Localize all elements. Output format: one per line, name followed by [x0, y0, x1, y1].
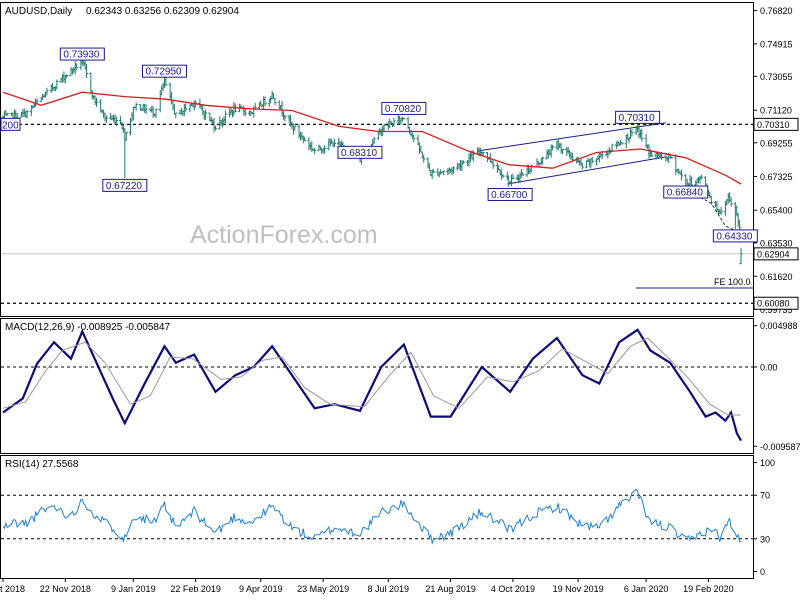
price-panel: FE 100.0 0.73930 0.72950 0.67220 0.70820 0.68…	[0, 6, 799, 315]
annotation-box	[487, 187, 533, 201]
annotation-box	[59, 47, 105, 61]
price-annotation: 0.73930	[59, 47, 105, 61]
watermark-text: ActionForex.com	[190, 221, 378, 249]
annotation-box	[141, 64, 187, 78]
price-tick-label: 0.59735	[760, 305, 793, 315]
price-tick-label: 0.69255	[760, 138, 793, 148]
rsi-tick-label: 70	[760, 491, 770, 501]
annotation-label: 0.64330	[716, 231, 753, 242]
price-annotation: 0.70820	[381, 101, 427, 115]
macd-tick-label: 0.00	[760, 362, 778, 372]
macd-tick-label: 0.004988	[760, 321, 798, 331]
annotation-label: 0.73930	[63, 50, 100, 61]
price-tick-label: 0.71120	[760, 106, 792, 116]
price-tick-label: 0.74915	[760, 39, 793, 49]
annotation-label: 0.66840	[667, 188, 704, 199]
price-annotation: 0.66840	[663, 185, 709, 199]
x-tick-label: 22 Nov 2018	[40, 584, 91, 594]
macd-line	[2, 328, 742, 442]
annotation-box	[102, 178, 148, 192]
x-tick-label: 19 Nov 2019	[553, 584, 604, 594]
x-tick-label: 22 Feb 2019	[170, 584, 221, 594]
price-tick-label: 0.61620	[760, 272, 793, 282]
x-tick-label: 9 Apr 2019	[239, 584, 283, 594]
price-tick-label: 0.73055	[760, 72, 793, 82]
price-tick-label: 0.76820	[760, 6, 793, 16]
annotation-box	[663, 185, 709, 199]
price-tick-label: 0.65400	[760, 206, 793, 216]
level-label-upper-text: 0.70310	[757, 120, 790, 130]
level-label-upper-box	[753, 117, 799, 131]
annotation-box	[381, 101, 427, 115]
current-price-label-text: 0.62904	[757, 249, 790, 259]
price-annotation: 0.67220	[102, 178, 148, 192]
symbol-label: AUDUSD,Daily	[5, 6, 72, 17]
rsi-tick-label: 100	[760, 458, 775, 468]
rsi-tick-label: 30	[760, 534, 770, 544]
rsi-title: RSI(14) 27.5568	[5, 459, 79, 470]
level-label-lower-box	[753, 296, 799, 310]
x-tick-label: 23 May 2019	[297, 584, 349, 594]
annotation-label: 0.72950	[145, 67, 182, 78]
annotation-label: 0.68310	[341, 148, 378, 159]
macd-tick-label: -0.009587	[760, 442, 800, 452]
rsi-line	[2, 488, 742, 546]
macd-title: MACD(12,26,9) -0.008925 -0.005847	[5, 322, 171, 333]
macd-panel-frame	[0, 318, 754, 454]
x-tick-label: 19 Feb 2020	[683, 584, 734, 594]
left-label-text: 200	[2, 120, 19, 131]
level-label-lower-text: 0.60080	[757, 299, 790, 309]
channel-line	[478, 122, 666, 152]
left-label-box	[0, 117, 21, 131]
annotation-label: 0.70310	[619, 113, 656, 124]
price-annotation: 0.72950	[141, 64, 187, 78]
ohlc-header: 0.62343 0.63256 0.62309 0.62904	[86, 6, 239, 17]
price-annotation: 0.70310	[615, 110, 661, 124]
annotation-label: 0.66700	[491, 190, 528, 201]
price-annotation: 0.68310	[337, 145, 383, 159]
current-price-label-box	[753, 247, 799, 261]
fe-label: FE 100.0	[714, 277, 751, 287]
channel-line	[507, 156, 667, 185]
annotation-label: 0.70820	[385, 104, 422, 115]
annotation-box	[337, 145, 383, 159]
x-tick-label: 9 Jan 2019	[111, 584, 156, 594]
annotation-label: 0.67220	[106, 181, 143, 192]
x-tick-label: 9 Oct 2018	[0, 584, 25, 594]
macd-panel: 0.004988 0.00 -0.009587	[1, 321, 800, 452]
price-tick-label: 0.67325	[760, 172, 793, 182]
rsi-tick-label: 0	[760, 567, 765, 577]
price-tick-label: 0.63530	[760, 238, 793, 248]
x-axis: 9 Oct 2018 22 Nov 2018 9 Jan 2019 22 Feb 20…	[0, 578, 734, 594]
annotation-box	[712, 229, 758, 243]
annotation-box	[615, 110, 661, 124]
price-annotation: 0.66700	[487, 187, 533, 201]
price-annotation: 0.64330	[712, 229, 758, 243]
price-panel-frame	[0, 2, 754, 317]
x-tick-label: 6 Jan 2020	[624, 584, 669, 594]
left-partial-label: 200	[0, 117, 21, 131]
x-tick-label: 4 Oct 2019	[491, 584, 535, 594]
moving-average-line	[2, 91, 742, 185]
rsi-panel-frame	[0, 455, 754, 579]
x-tick-label: 21 Aug 2019	[425, 584, 476, 594]
x-tick-label: 8 Jul 2019	[368, 584, 410, 594]
macd-signal-line	[2, 337, 741, 416]
rsi-panel: 100 70 30 0	[1, 458, 775, 577]
